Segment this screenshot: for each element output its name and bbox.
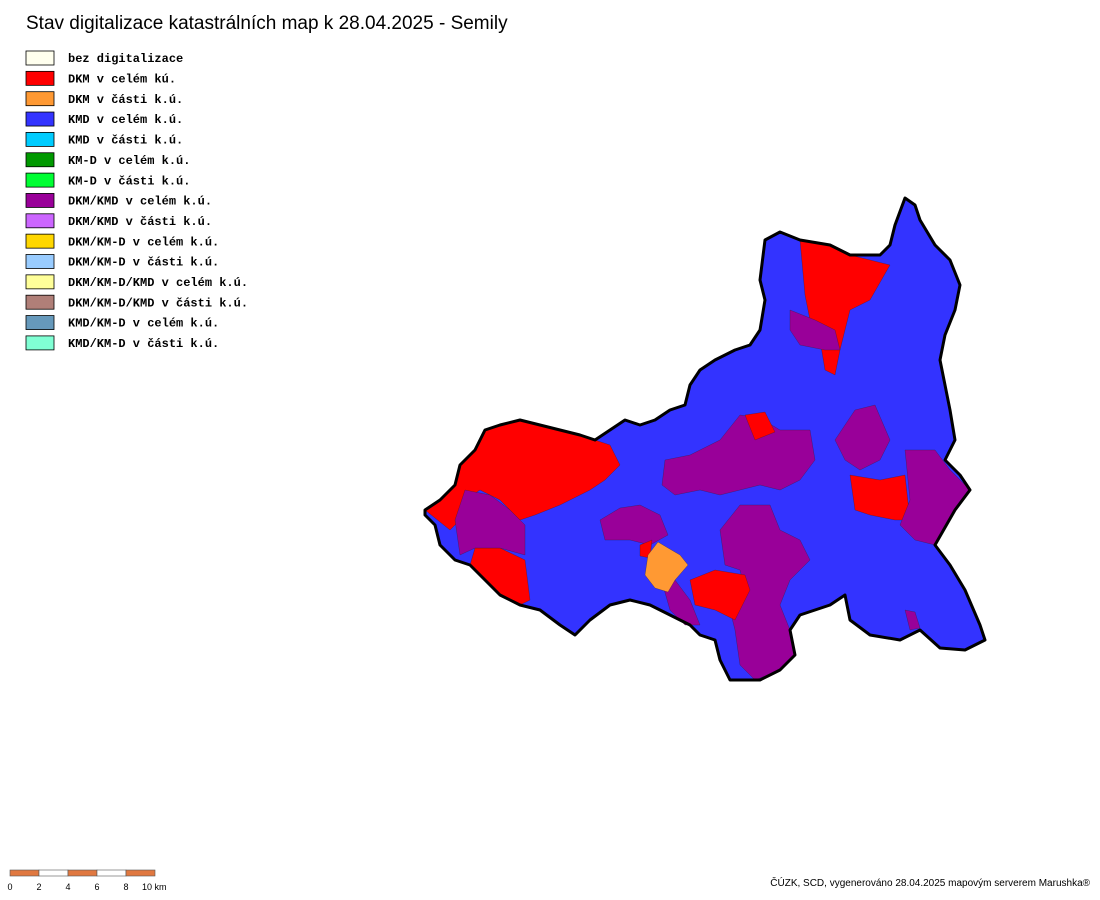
scale-label: 10 km	[142, 882, 167, 892]
legend-swatch	[25, 213, 55, 229]
scale-segment	[125, 869, 156, 877]
legend-swatch	[25, 70, 55, 86]
scale-label: 2	[36, 882, 41, 892]
scale-bar: 0 2 4 6 8 10 km	[7, 869, 167, 892]
district-outline	[423, 196, 987, 682]
credit: ČÚZK, SCD, vygenerováno 28.04.2025 mapov…	[770, 876, 1090, 889]
legend-label: DKM/KM-D v části k.ú.	[68, 256, 219, 270]
legend-label: DKM v části k.ú.	[68, 93, 183, 107]
legend-label: DKM/KMD v celém k.ú.	[68, 195, 212, 209]
legend: bez digitalizace DKM v celém kú. DKM v čás…	[25, 50, 248, 351]
region	[789, 309, 841, 351]
legend-label: DKM/KM-D v celém k.ú.	[68, 235, 219, 249]
legend-swatch	[25, 274, 55, 290]
legend-swatch	[25, 131, 55, 147]
legend-label: DKM/KM-D/KMD v části k.ú.	[68, 296, 248, 310]
legend-swatch	[25, 335, 55, 351]
region	[454, 489, 526, 556]
legend-swatch	[25, 91, 55, 107]
region	[661, 414, 816, 496]
scale-segment	[9, 869, 40, 877]
scale-label: 4	[65, 882, 70, 892]
scale-label: 8	[123, 882, 128, 892]
scale-segment	[67, 869, 98, 877]
legend-swatch	[25, 50, 55, 66]
district-map	[423, 196, 987, 682]
map-title: Stav digitalizace katastrálních map k 28…	[26, 13, 508, 34]
legend-label: KMD/KM-D v celém k.ú.	[68, 317, 219, 331]
scale-segment	[38, 869, 69, 877]
legend-label: DKM v celém kú.	[68, 73, 176, 87]
region	[689, 569, 751, 621]
legend-swatch	[25, 294, 55, 310]
scale-label: 6	[94, 882, 99, 892]
legend-swatch	[25, 233, 55, 249]
region	[834, 404, 891, 471]
legend-swatch	[25, 152, 55, 168]
legend-label: DKM/KM-D/KMD v celém k.ú.	[68, 276, 248, 290]
scale-label: 0	[7, 882, 12, 892]
region	[599, 504, 669, 546]
legend-swatch	[25, 111, 55, 127]
region	[744, 411, 776, 441]
legend-swatch	[25, 193, 55, 208]
region	[904, 609, 921, 631]
legend-swatch	[25, 172, 55, 188]
legend-label: DKM/KMD v části k.ú.	[68, 215, 212, 229]
legend-swatch	[25, 254, 55, 269]
legend-label: KMD/KM-D v části k.ú.	[68, 337, 219, 351]
region	[899, 449, 971, 546]
legend-label: KM-D v části k.ú.	[68, 174, 190, 188]
region	[644, 541, 689, 593]
scale-segment	[96, 869, 127, 877]
legend-label: KMD v celém k.ú.	[68, 113, 183, 127]
legend-swatch	[25, 315, 55, 330]
legend-label: KMD v části k.ú.	[68, 134, 183, 148]
legend-label: KM-D v celém k.ú.	[68, 154, 190, 168]
legend-label: bez digitalizace	[68, 52, 183, 66]
